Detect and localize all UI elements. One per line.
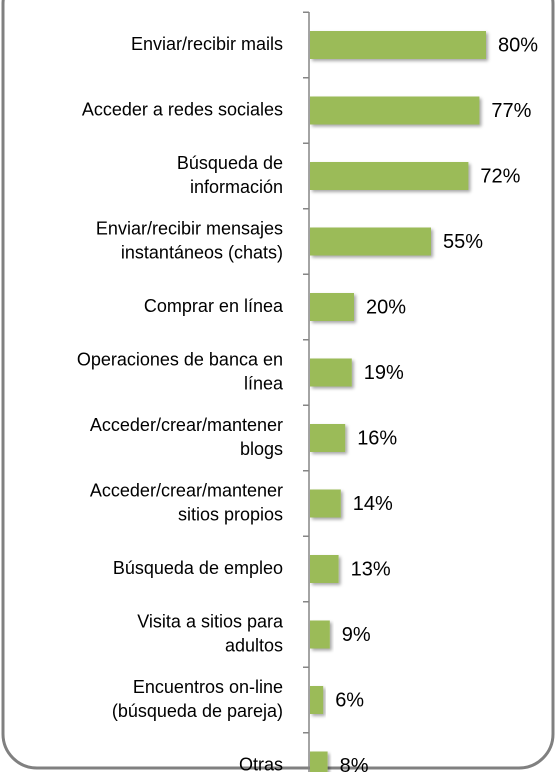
value-label: 72% bbox=[480, 165, 520, 187]
category-label: Enviar/recibir mensajes bbox=[96, 218, 283, 238]
value-label: 55% bbox=[443, 231, 483, 253]
category-label: Operaciones de banca en bbox=[77, 349, 283, 369]
bar bbox=[310, 162, 469, 190]
category-label: (búsqueda de pareja) bbox=[112, 701, 283, 721]
category-label: Otras bbox=[239, 754, 283, 772]
category-label: adultos bbox=[225, 635, 283, 655]
bar bbox=[310, 686, 324, 714]
category-label: Acceder a redes sociales bbox=[82, 99, 283, 119]
category-label: Comprar en línea bbox=[144, 296, 284, 316]
category-label: sitios propios bbox=[178, 504, 283, 524]
bar bbox=[310, 489, 341, 518]
value-label: 20% bbox=[366, 296, 406, 318]
bar bbox=[310, 358, 352, 387]
category-label: Visita a sitios para bbox=[137, 611, 284, 631]
bar bbox=[310, 227, 431, 256]
category-label: línea bbox=[244, 373, 284, 393]
value-label: 8% bbox=[340, 755, 369, 772]
bar bbox=[310, 555, 339, 583]
category-label: Búsqueda de bbox=[177, 153, 283, 173]
category-label: Acceder/crear/mantener bbox=[90, 415, 283, 435]
value-label: 14% bbox=[353, 493, 393, 515]
category-label: Enviar/recibir mails bbox=[131, 34, 283, 54]
category-label: instantáneos (chats) bbox=[121, 242, 283, 262]
bar bbox=[310, 96, 480, 125]
bar bbox=[310, 751, 328, 772]
bar bbox=[310, 31, 486, 59]
category-label: blogs bbox=[240, 439, 283, 459]
category-label: información bbox=[190, 177, 283, 197]
bar bbox=[310, 620, 330, 649]
category-label: Búsqueda de empleo bbox=[113, 558, 283, 578]
bar bbox=[310, 424, 346, 452]
value-label: 13% bbox=[351, 558, 391, 580]
category-label: Encuentros on-line bbox=[133, 677, 283, 697]
bar bbox=[310, 293, 354, 321]
value-label: 80% bbox=[498, 34, 538, 56]
value-label: 77% bbox=[491, 100, 531, 122]
value-label: 19% bbox=[364, 362, 404, 384]
category-label: Acceder/crear/mantener bbox=[90, 480, 283, 500]
value-label: 16% bbox=[357, 427, 397, 449]
value-label: 9% bbox=[342, 624, 371, 646]
value-label: 6% bbox=[335, 689, 364, 711]
